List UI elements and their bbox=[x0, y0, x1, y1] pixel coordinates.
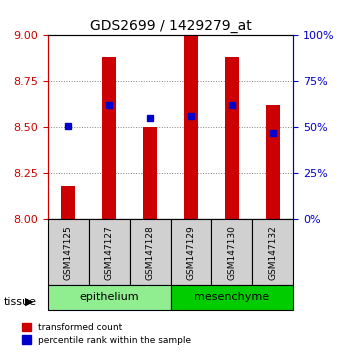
Bar bbox=[225, 57, 239, 219]
FancyBboxPatch shape bbox=[48, 219, 89, 285]
FancyBboxPatch shape bbox=[252, 219, 293, 285]
Text: GSM147130: GSM147130 bbox=[227, 225, 236, 280]
Bar bbox=[61, 186, 75, 219]
Text: tissue: tissue bbox=[3, 297, 36, 307]
FancyBboxPatch shape bbox=[211, 219, 252, 285]
FancyBboxPatch shape bbox=[89, 219, 130, 285]
Text: GSM147127: GSM147127 bbox=[105, 225, 114, 280]
Text: epithelium: epithelium bbox=[79, 292, 139, 302]
FancyBboxPatch shape bbox=[48, 285, 170, 310]
Text: GSM147128: GSM147128 bbox=[146, 225, 154, 280]
FancyBboxPatch shape bbox=[170, 219, 211, 285]
Text: GSM147125: GSM147125 bbox=[64, 225, 73, 280]
FancyBboxPatch shape bbox=[170, 285, 293, 310]
Bar bbox=[143, 127, 157, 219]
Bar bbox=[102, 57, 116, 219]
Text: GSM147129: GSM147129 bbox=[187, 225, 195, 280]
Title: GDS2699 / 1429279_at: GDS2699 / 1429279_at bbox=[90, 19, 251, 33]
Text: GSM147132: GSM147132 bbox=[268, 225, 277, 280]
Bar bbox=[266, 105, 280, 219]
Text: ▶: ▶ bbox=[25, 297, 33, 307]
Bar bbox=[184, 35, 198, 219]
Text: mesenchyme: mesenchyme bbox=[194, 292, 269, 302]
Legend: transformed count, percentile rank within the sample: transformed count, percentile rank withi… bbox=[21, 323, 191, 344]
FancyBboxPatch shape bbox=[130, 219, 170, 285]
